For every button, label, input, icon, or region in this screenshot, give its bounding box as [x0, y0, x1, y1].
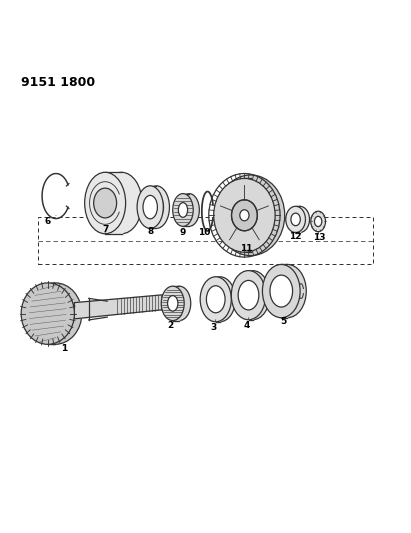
Ellipse shape — [276, 275, 299, 307]
Ellipse shape — [268, 264, 306, 318]
Ellipse shape — [214, 179, 275, 252]
Ellipse shape — [179, 193, 199, 227]
Text: 4: 4 — [243, 318, 249, 330]
Ellipse shape — [21, 283, 74, 344]
Ellipse shape — [295, 213, 305, 225]
Polygon shape — [74, 294, 173, 319]
Ellipse shape — [291, 213, 300, 225]
Ellipse shape — [210, 286, 229, 313]
Ellipse shape — [204, 277, 236, 322]
Ellipse shape — [236, 271, 270, 320]
Ellipse shape — [200, 277, 231, 322]
Ellipse shape — [137, 186, 163, 229]
Ellipse shape — [149, 196, 164, 219]
Ellipse shape — [217, 175, 285, 256]
Ellipse shape — [168, 286, 191, 320]
Text: 10: 10 — [199, 229, 211, 237]
Ellipse shape — [242, 280, 263, 310]
Text: 2: 2 — [168, 321, 174, 330]
Ellipse shape — [311, 211, 326, 232]
Text: 11: 11 — [240, 244, 253, 253]
Ellipse shape — [168, 296, 178, 311]
Ellipse shape — [28, 283, 82, 344]
Ellipse shape — [270, 275, 293, 307]
Ellipse shape — [231, 271, 266, 320]
Ellipse shape — [143, 186, 169, 229]
Ellipse shape — [314, 216, 322, 227]
Ellipse shape — [85, 172, 126, 234]
Text: 7: 7 — [102, 225, 109, 234]
Ellipse shape — [240, 210, 249, 221]
Ellipse shape — [286, 206, 305, 232]
Text: 9: 9 — [180, 228, 186, 237]
Bar — [37, 217, 374, 264]
Ellipse shape — [161, 286, 184, 320]
Ellipse shape — [231, 200, 257, 231]
Ellipse shape — [178, 203, 187, 217]
Text: 9151 1800: 9151 1800 — [21, 76, 95, 89]
Text: 3: 3 — [210, 320, 217, 333]
Ellipse shape — [290, 206, 309, 232]
Ellipse shape — [101, 172, 142, 234]
Ellipse shape — [94, 188, 117, 218]
Text: 1: 1 — [61, 344, 67, 353]
Ellipse shape — [143, 196, 157, 219]
Text: 13: 13 — [313, 232, 326, 241]
Text: 12: 12 — [289, 232, 302, 241]
Ellipse shape — [173, 193, 193, 227]
Text: 8: 8 — [147, 227, 153, 236]
Text: 5: 5 — [280, 317, 286, 326]
Text: 6: 6 — [45, 215, 56, 226]
Ellipse shape — [263, 264, 300, 318]
Ellipse shape — [206, 286, 225, 313]
Ellipse shape — [238, 280, 259, 310]
